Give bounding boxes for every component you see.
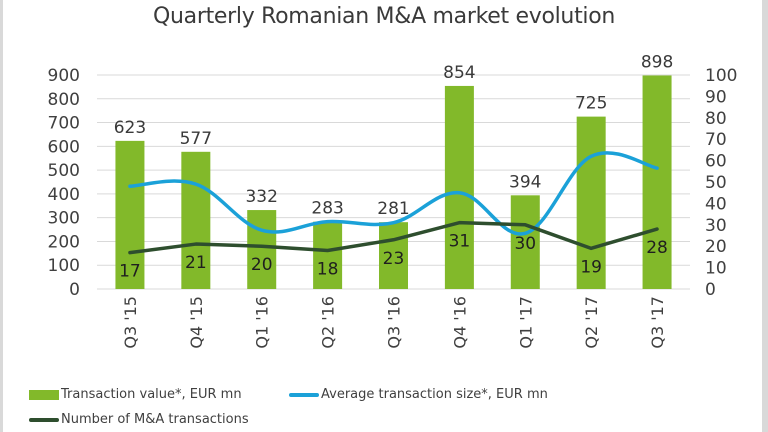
y-right-tick-label: 10 [705, 259, 727, 279]
bar-value-label: 623 [114, 118, 146, 138]
y-left-tick-label: 100 [48, 256, 80, 276]
legend-item-transaction-count: Number of M&A transactions [29, 412, 249, 427]
bar [642, 75, 672, 289]
bar-value-label: 725 [575, 94, 607, 114]
x-tick-label: Q4 '16 [450, 296, 469, 349]
frame-border-left [0, 0, 3, 432]
y-right-tick-label: 0 [705, 280, 716, 300]
count-data-label: 21 [185, 253, 207, 273]
count-data-label: 20 [251, 255, 273, 275]
x-tick-label: Q4 '15 [187, 296, 206, 349]
bar-value-label: 854 [443, 63, 475, 83]
y-left-tick-label: 200 [48, 232, 80, 252]
y-right-tick-label: 70 [705, 130, 727, 150]
legend-label: Average transaction size*, EUR mn [321, 387, 548, 402]
bar-value-label: 577 [180, 129, 212, 149]
bar [576, 116, 606, 289]
legend-item-transaction-value: Transaction value*, EUR mn [29, 387, 242, 402]
x-tick-label: Q3 '17 [648, 296, 667, 349]
average-size-line [128, 151, 659, 236]
bar [379, 222, 408, 289]
y-left-tick-label: 300 [48, 209, 80, 229]
x-tick-label: Q1 '16 [253, 296, 272, 349]
count-data-label: 30 [514, 234, 536, 254]
count-data-label: 18 [317, 259, 339, 279]
y-right-tick-label: 80 [705, 109, 727, 129]
transaction-count-line [128, 220, 659, 255]
frame-border-right [762, 0, 768, 432]
x-tick-label: Q2 '16 [319, 296, 338, 349]
count-data-label: 19 [580, 257, 602, 277]
y-right-tick-label: 50 [705, 173, 727, 193]
y-left-tick-label: 600 [48, 137, 80, 157]
count-data-label: 23 [383, 249, 405, 269]
count-data-label: 31 [449, 232, 471, 252]
legend-label: Transaction value*, EUR mn [61, 387, 242, 402]
y-right-tick-label: 20 [705, 237, 727, 257]
y-right-tick-label: 90 [705, 87, 727, 107]
chart-title: Quarterly Romanian M&A market evolution [152, 4, 616, 29]
legend-swatch-line [29, 417, 59, 422]
bar-value-label: 898 [641, 52, 673, 72]
y-left-tick-label: 700 [48, 114, 80, 134]
y-right-tick-label: 30 [705, 216, 727, 236]
x-tick-label: Q3 '16 [385, 296, 404, 349]
bar-value-label: 281 [377, 199, 409, 219]
legend-swatch-line [289, 392, 319, 397]
bar [444, 85, 474, 289]
bar [313, 221, 343, 289]
y-left-tick-label: 900 [48, 66, 80, 86]
legend-label: Number of M&A transactions [61, 412, 249, 427]
count-data-label: 28 [646, 238, 668, 258]
x-tick-label: Q2 '17 [582, 296, 601, 349]
y-left-tick-label: 400 [48, 185, 80, 205]
y-left-tick-label: 800 [48, 90, 80, 110]
y-left-tick-label: 0 [69, 280, 80, 300]
y-right-tick-label: 40 [705, 194, 727, 214]
legend-item-average-size: Average transaction size*, EUR mn [289, 387, 548, 402]
y-left-tick-label: 500 [48, 161, 80, 181]
count-data-label: 17 [119, 262, 141, 282]
bar [247, 210, 277, 289]
bar [115, 140, 145, 289]
legend-swatch-bar [29, 389, 59, 400]
bar [181, 151, 211, 289]
bar-value-label: 394 [509, 172, 541, 192]
bar-value-label: 332 [245, 187, 277, 207]
bar-value-label: 283 [311, 199, 343, 219]
x-tick-label: Q1 '17 [516, 296, 535, 349]
bar [510, 195, 540, 289]
y-right-tick-label: 100 [705, 66, 737, 86]
y-right-tick-label: 60 [705, 152, 727, 172]
x-tick-label: Q3 '15 [121, 296, 140, 349]
